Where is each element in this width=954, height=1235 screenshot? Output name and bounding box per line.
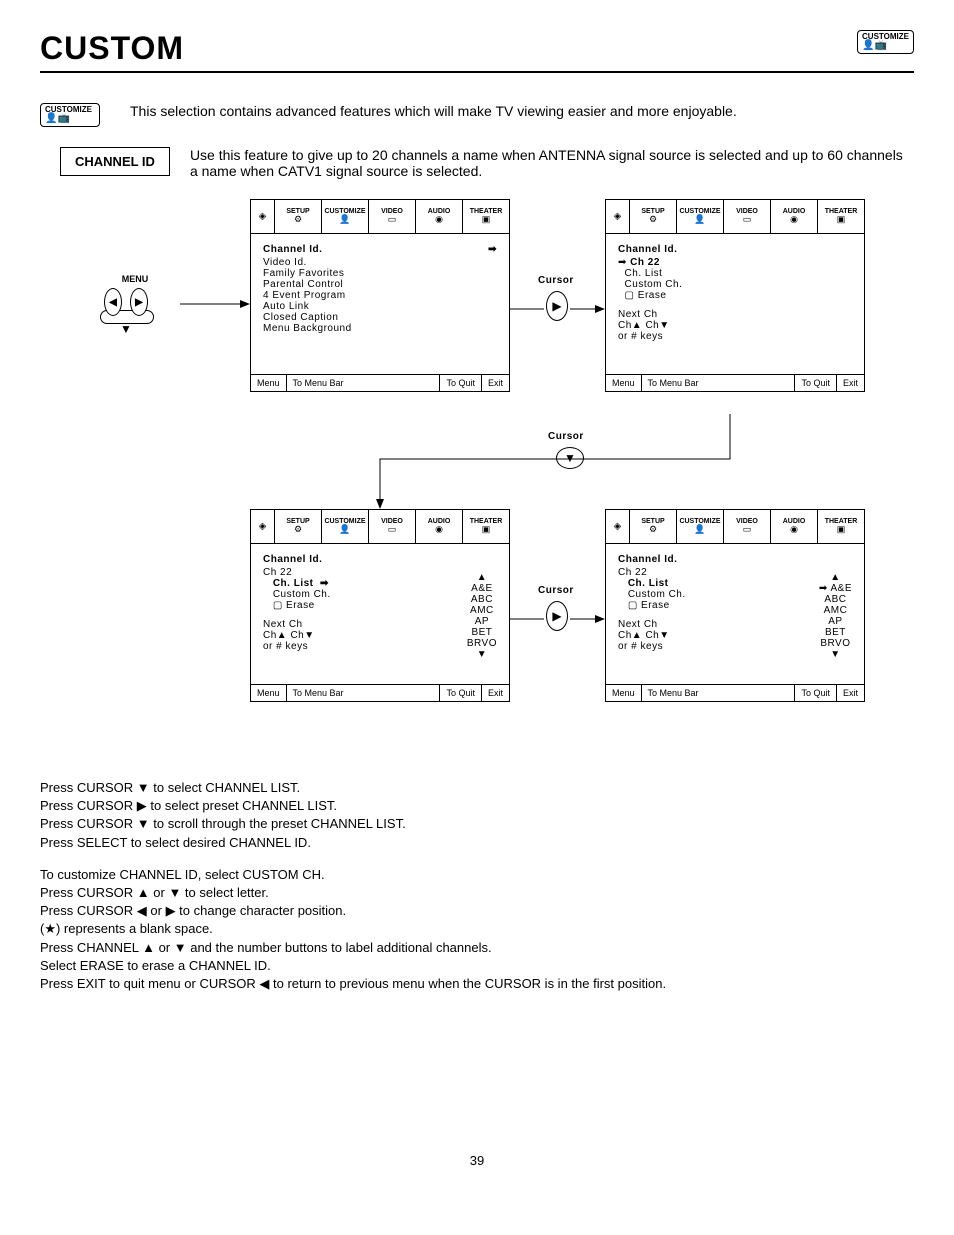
intro-text: This selection contains advanced feature…: [130, 103, 914, 119]
menu-item: Ch. List: [618, 268, 852, 279]
menu-item: Custom Ch.: [263, 589, 497, 600]
channel-id-section: CHANNEL ID Use this feature to give up t…: [40, 147, 914, 179]
tab-audio: AUDIO◉: [416, 200, 463, 233]
screen1-header: Channel Id.: [263, 244, 322, 255]
section-text: Use this feature to give up to 20 channe…: [190, 147, 914, 179]
dpad-left-icon: ◀: [104, 288, 122, 316]
menu-item: Custom Ch.: [618, 589, 852, 600]
hint-text: Next Ch: [618, 309, 852, 320]
customize-badge-intro: CUSTOMIZE 👤📺: [40, 103, 100, 127]
cursor-label: Cursor: [548, 431, 584, 442]
instruction-line: Press CURSOR ◀ or ▶ to change character …: [40, 902, 914, 920]
osd-screen-3: ◈ SETUP⚙ CUSTOMIZE👤 VIDEO▭ AUDIO◉ THEATE…: [250, 509, 510, 702]
screen2-header: Channel Id.: [618, 244, 852, 255]
screen-footer: Menu To Menu Bar To Quit Exit: [251, 374, 509, 391]
screen3-header: Channel Id.: [263, 554, 497, 565]
channel-list: ▲ ➡ A&E ABC AMC AP BET BRVO ▼: [819, 572, 852, 660]
menu-item: 4 Event Program: [263, 290, 497, 301]
cursor-down-icon: ▼: [556, 447, 584, 469]
cursor-right-icon: ▶: [546, 601, 568, 631]
menu-item: Custom Ch.: [618, 279, 852, 290]
chlist-arrow-icon: ➡: [819, 583, 831, 594]
instruction-line: Press EXIT to quit menu or CURSOR ◀ to r…: [40, 975, 914, 993]
instruction-line: Press CURSOR ▼ to select CHANNEL LIST.: [40, 779, 914, 797]
page-title: CUSTOM: [40, 30, 184, 67]
screen4-ch: Ch 22: [618, 567, 852, 578]
instruction-line: To customize CHANNEL ID, select CUSTOM C…: [40, 866, 914, 884]
tab-setup: SETUP⚙: [275, 200, 322, 233]
dpad-right-icon: ▶: [130, 288, 148, 316]
hint-text: Next Ch: [618, 619, 852, 630]
menu-item: Menu Background: [263, 323, 497, 334]
instruction-line: Press CHANNEL ▲ or ▼ and the number butt…: [40, 939, 914, 957]
menu-remote: MENU ◀ ▶ ▼: [100, 274, 170, 338]
tab-bar: ◈ SETUP⚙ CUSTOMIZE👤 VIDEO▭ AUDIO◉ THEATE…: [251, 200, 509, 234]
tab-customize: CUSTOMIZE👤: [322, 200, 369, 233]
menu-item: Family Favorites: [263, 268, 497, 279]
hint-text: Ch▲ Ch▼: [263, 630, 497, 641]
menu-item: ▢ Erase: [618, 290, 852, 301]
osd-screen-2: ◈ SETUP⚙ CUSTOMIZE👤 VIDEO▭ AUDIO◉ THEATE…: [605, 199, 865, 392]
cursor-label: Cursor: [538, 585, 574, 596]
dpad-down-icon: ▼: [120, 322, 132, 336]
cursor-label: Cursor: [538, 275, 574, 286]
menu-item: Parental Control: [263, 279, 497, 290]
intro-row: CUSTOMIZE 👤📺 This selection contains adv…: [40, 103, 914, 127]
screen2-ch: Ch 22: [630, 257, 660, 268]
instruction-line: Select ERASE to erase a CHANNEL ID.: [40, 957, 914, 975]
menu-item: Ch. List: [618, 578, 669, 589]
hint-text: or # keys: [263, 641, 497, 652]
hint-text: or # keys: [618, 641, 852, 652]
menu-item: Ch. List ➡: [263, 578, 497, 589]
cursor-right-icon: ▶: [546, 291, 568, 321]
menu-item: ▢ Erase: [618, 600, 852, 611]
instruction-line: Press CURSOR ▼ to scroll through the pre…: [40, 815, 914, 833]
hint-text: Ch▲ Ch▼: [618, 320, 852, 331]
page-number: 39: [40, 1153, 914, 1168]
menu-item: ▢ Erase: [263, 600, 497, 611]
hint-text: Next Ch: [263, 619, 497, 630]
channel-list: ▲ A&E ABC AMC AP BET BRVO ▼: [467, 572, 497, 660]
screen3-ch: Ch 22: [263, 567, 497, 578]
osd-screen-4: ◈ SETUP⚙ CUSTOMIZE👤 VIDEO▭ AUDIO◉ THEATE…: [605, 509, 865, 702]
menu-item: Auto Link: [263, 301, 497, 312]
instructions-block: Press CURSOR ▼ to select CHANNEL LIST. P…: [40, 779, 914, 993]
customize-badge-top: CUSTOMIZE 👤📺: [857, 30, 914, 54]
hint-text: or # keys: [618, 331, 852, 342]
tab-bullet-icon: ◈: [251, 200, 275, 233]
instruction-line: Press CURSOR ▶ to select preset CHANNEL …: [40, 797, 914, 815]
diagram-area: MENU ◀ ▶ ▼ ◈ SETUP⚙ CUSTOMIZE👤 VIDEO▭ AU…: [40, 199, 914, 739]
instruction-line: Press CURSOR ▲ or ▼ to select letter.: [40, 884, 914, 902]
osd-screen-1: ◈ SETUP⚙ CUSTOMIZE👤 VIDEO▭ AUDIO◉ THEATE…: [250, 199, 510, 392]
section-label: CHANNEL ID: [60, 147, 170, 176]
instruction-line: (★) represents a blank space.: [40, 920, 914, 938]
tab-video: VIDEO▭: [369, 200, 416, 233]
hint-text: Ch▲ Ch▼: [618, 630, 852, 641]
page-header: CUSTOM CUSTOMIZE 👤📺: [40, 30, 914, 73]
menu-item: Video Id.: [263, 257, 497, 268]
tab-theater: THEATER▣: [463, 200, 509, 233]
instruction-line: Press SELECT to select desired CHANNEL I…: [40, 834, 914, 852]
screen4-header: Channel Id.: [618, 554, 852, 565]
menu-label: MENU: [100, 274, 170, 284]
menu-item: Closed Caption: [263, 312, 497, 323]
